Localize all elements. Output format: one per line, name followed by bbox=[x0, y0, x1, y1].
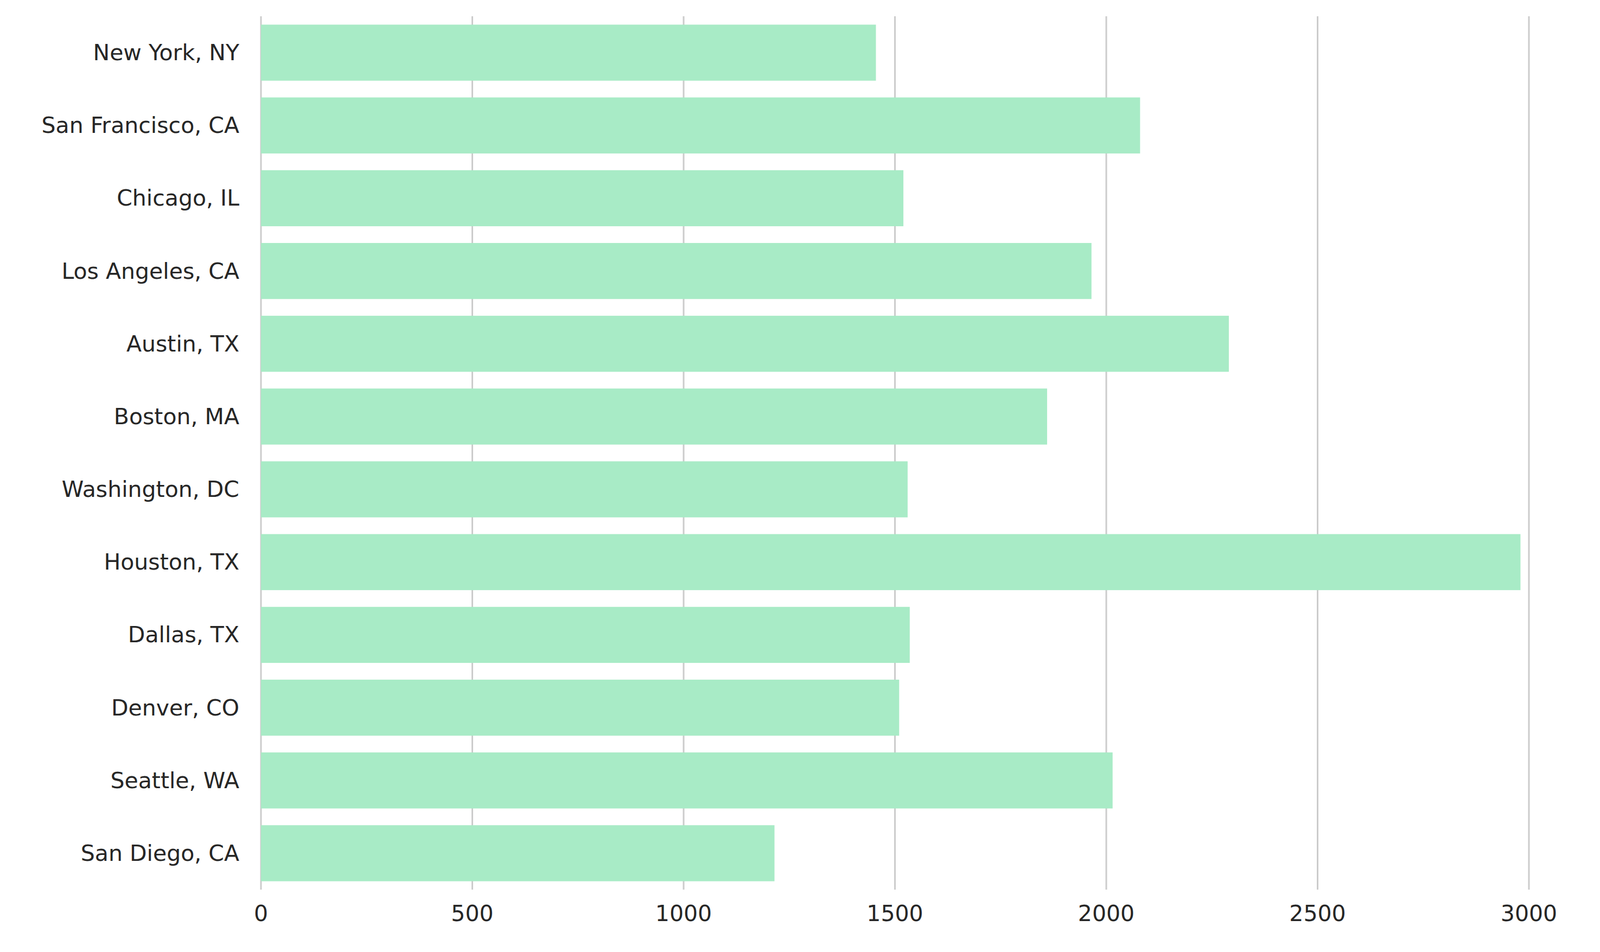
bar bbox=[260, 24, 876, 81]
y-tick-label: Washington, DC bbox=[61, 476, 240, 503]
x-tick-label: 0 bbox=[253, 900, 269, 927]
y-tick-label: Denver, CO bbox=[111, 695, 240, 722]
x-tick-label: 500 bbox=[450, 900, 494, 927]
bar bbox=[260, 752, 1113, 809]
bar bbox=[260, 315, 1229, 372]
bar bbox=[260, 461, 908, 518]
y-tick-label: San Diego, CA bbox=[80, 840, 240, 867]
bar bbox=[260, 97, 1140, 154]
bar bbox=[260, 607, 910, 664]
bar bbox=[260, 170, 904, 227]
y-tick-label: Dallas, TX bbox=[128, 621, 240, 648]
y-tick-label: San Francisco, CA bbox=[41, 112, 240, 139]
y-tick-label: Seattle, WA bbox=[110, 767, 240, 794]
bar bbox=[260, 388, 1048, 445]
y-tick-label: Boston, MA bbox=[113, 403, 240, 430]
bar bbox=[260, 243, 1092, 299]
x-tick-label: 2500 bbox=[1289, 900, 1346, 927]
y-tick-label: Houston, TX bbox=[103, 549, 240, 576]
grid-line bbox=[1316, 16, 1319, 890]
y-tick-label: Chicago, IL bbox=[116, 185, 240, 212]
bar bbox=[260, 825, 775, 882]
x-tick-label: 2000 bbox=[1078, 900, 1135, 927]
grid-line bbox=[1528, 16, 1531, 890]
chart-svg: 0 500 1000 1500 2000 2500 3000 New York, NY San … bbox=[0, 0, 1600, 952]
x-tick-label: 1000 bbox=[655, 900, 712, 927]
y-tick-label: Austin, TX bbox=[126, 330, 240, 358]
y-tick-label: New York, NY bbox=[92, 39, 240, 66]
bar bbox=[260, 534, 1521, 591]
x-tick-label: 1500 bbox=[866, 900, 923, 927]
bars bbox=[260, 24, 1521, 882]
x-tick-label: 3000 bbox=[1500, 900, 1558, 927]
chart-container: 0 500 1000 1500 2000 2500 3000 New York, NY San … bbox=[0, 0, 1600, 952]
bar bbox=[260, 679, 900, 736]
y-tick-label: Los Angeles, CA bbox=[61, 258, 240, 285]
